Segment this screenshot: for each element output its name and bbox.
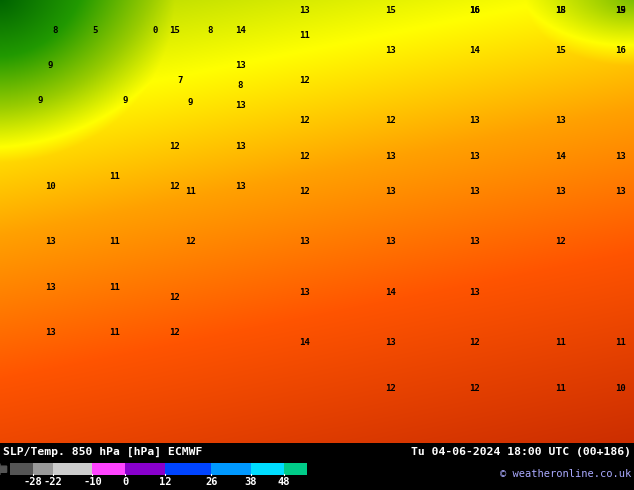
Text: © weatheronline.co.uk: © weatheronline.co.uk: [500, 469, 631, 479]
Bar: [10, 463, 33, 475]
Text: 13: 13: [470, 288, 481, 297]
Text: 10: 10: [614, 384, 625, 392]
Text: 16: 16: [614, 46, 625, 55]
Text: 48: 48: [278, 477, 290, 487]
Text: 18: 18: [555, 5, 566, 15]
Text: 11: 11: [110, 283, 120, 292]
Bar: [93, 463, 126, 475]
Text: 12: 12: [300, 187, 311, 196]
Text: 13: 13: [385, 187, 396, 196]
Text: 13: 13: [385, 152, 396, 161]
Text: 13: 13: [385, 237, 396, 246]
Text: 13: 13: [470, 187, 481, 196]
Text: 13: 13: [235, 61, 245, 70]
Text: 11: 11: [555, 338, 566, 347]
Text: 12: 12: [470, 384, 481, 392]
Text: 12: 12: [184, 237, 195, 246]
Text: 13: 13: [300, 288, 311, 297]
Text: 9: 9: [187, 98, 193, 107]
Text: -10: -10: [83, 477, 102, 487]
Text: 9: 9: [48, 61, 53, 70]
Text: 13: 13: [470, 152, 481, 161]
Text: 15: 15: [170, 26, 181, 35]
Text: 11: 11: [614, 338, 625, 347]
Text: 11: 11: [555, 384, 566, 392]
Text: 12: 12: [385, 384, 396, 392]
Text: 0: 0: [152, 26, 158, 35]
Text: 15: 15: [614, 5, 625, 15]
Text: 12: 12: [170, 142, 181, 150]
Bar: [284, 463, 307, 475]
Text: 12: 12: [300, 76, 311, 85]
Text: 9: 9: [122, 96, 127, 105]
Text: 14: 14: [385, 288, 396, 297]
Text: 13: 13: [614, 187, 625, 196]
Text: 14: 14: [300, 338, 311, 347]
Text: 15: 15: [555, 46, 566, 55]
Text: 14: 14: [555, 152, 566, 161]
Text: 13: 13: [44, 328, 55, 337]
Text: 13: 13: [44, 283, 55, 292]
Text: 13: 13: [235, 142, 245, 150]
Bar: [211, 463, 251, 475]
Bar: [165, 463, 211, 475]
Text: 12: 12: [555, 237, 566, 246]
Text: 8: 8: [237, 81, 243, 90]
Text: 16: 16: [470, 5, 481, 15]
Text: 13: 13: [614, 152, 625, 161]
Text: 12: 12: [170, 328, 181, 337]
Text: 11: 11: [184, 187, 195, 196]
Text: 13: 13: [555, 117, 566, 125]
Text: 13: 13: [555, 187, 566, 196]
Text: 7: 7: [178, 76, 183, 85]
Text: 11: 11: [110, 328, 120, 337]
Text: 13: 13: [385, 338, 396, 347]
Text: 8: 8: [207, 26, 212, 35]
Text: Tu 04-06-2024 18:00 UTC (00+186): Tu 04-06-2024 18:00 UTC (00+186): [411, 447, 631, 457]
Text: 5: 5: [93, 26, 98, 35]
Text: 8: 8: [53, 26, 58, 35]
Bar: [33, 463, 53, 475]
Text: 0: 0: [122, 477, 129, 487]
Text: 12: 12: [170, 182, 181, 191]
Text: 12: 12: [159, 477, 171, 487]
Text: 26: 26: [205, 477, 217, 487]
Text: 10: 10: [44, 182, 55, 191]
Text: 38: 38: [245, 477, 257, 487]
Bar: [53, 463, 93, 475]
Text: 13: 13: [300, 237, 311, 246]
Text: 13: 13: [470, 117, 481, 125]
Text: 19: 19: [614, 5, 625, 15]
Text: 15: 15: [555, 5, 566, 15]
Text: 13: 13: [385, 46, 396, 55]
Text: -22: -22: [44, 477, 62, 487]
Text: 13: 13: [470, 237, 481, 246]
Text: 14: 14: [235, 26, 245, 35]
Text: 12: 12: [385, 117, 396, 125]
Text: 14: 14: [470, 46, 481, 55]
Text: 12: 12: [300, 117, 311, 125]
Bar: [126, 463, 165, 475]
Text: 16: 16: [470, 5, 481, 15]
Text: 12: 12: [470, 338, 481, 347]
Text: 11: 11: [110, 237, 120, 246]
Text: 13: 13: [235, 101, 245, 110]
Text: 9: 9: [37, 96, 42, 105]
Text: 13: 13: [44, 237, 55, 246]
Bar: [251, 463, 284, 475]
FancyArrow shape: [0, 464, 6, 475]
Text: 11: 11: [110, 172, 120, 181]
Text: -28: -28: [23, 477, 42, 487]
Text: 15: 15: [385, 5, 396, 15]
Text: 12: 12: [300, 152, 311, 161]
Text: 11: 11: [300, 31, 311, 40]
Text: 13: 13: [300, 5, 311, 15]
Text: 13: 13: [235, 182, 245, 191]
Text: SLP/Temp. 850 hPa [hPa] ECMWF: SLP/Temp. 850 hPa [hPa] ECMWF: [3, 447, 202, 457]
Text: 12: 12: [170, 293, 181, 302]
